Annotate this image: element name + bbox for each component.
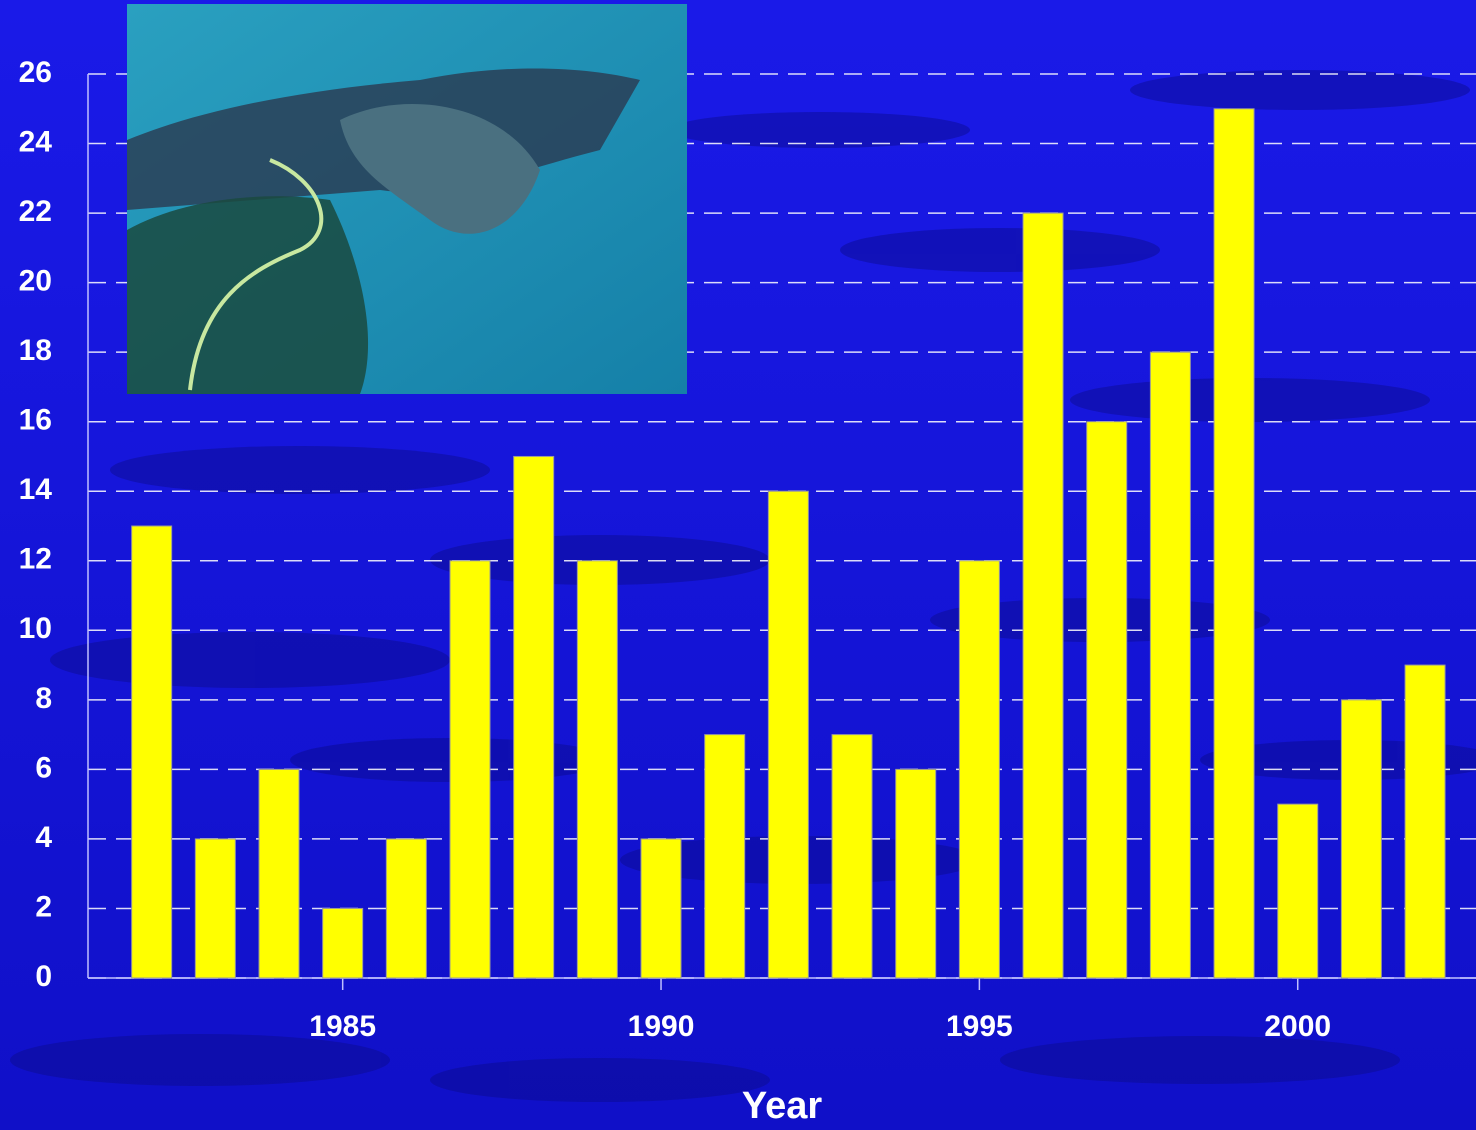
- x-tick-label: 1995: [946, 1010, 1013, 1043]
- bar: [831, 734, 873, 979]
- y-tick-label: 2: [35, 890, 52, 923]
- y-tick-label: 26: [19, 56, 52, 89]
- bar: [1404, 664, 1446, 979]
- x-tick-label: 1985: [309, 1010, 376, 1043]
- bar: [322, 907, 364, 979]
- bar: [385, 838, 427, 979]
- y-tick-label: 20: [19, 265, 52, 298]
- x-axis-label: Year: [742, 1085, 823, 1127]
- y-tick-label: 24: [19, 125, 53, 158]
- y-tick-label: 18: [19, 334, 52, 367]
- inset-photo: [127, 4, 687, 394]
- y-tick-label: 6: [35, 751, 52, 784]
- y-tick-label: 22: [19, 195, 52, 228]
- y-tick-label: 14: [19, 473, 53, 506]
- bar: [1149, 351, 1191, 979]
- bar: [895, 768, 937, 979]
- bar: [704, 734, 746, 979]
- bar: [767, 490, 809, 979]
- bar: [1022, 212, 1064, 979]
- bar: [576, 560, 618, 979]
- bar: [449, 560, 491, 979]
- x-tick-label: 1990: [628, 1010, 695, 1043]
- bar: [1213, 108, 1255, 979]
- bar: [640, 838, 682, 979]
- bar: [958, 560, 1000, 979]
- y-tick-label: 10: [19, 612, 52, 645]
- bar: [513, 455, 555, 979]
- y-tick-label: 12: [19, 543, 52, 576]
- y-tick-label: 0: [35, 960, 52, 993]
- y-tick-label: 16: [19, 404, 52, 437]
- bar: [1277, 803, 1319, 979]
- bar: [131, 525, 173, 979]
- bar: [194, 838, 236, 979]
- y-tick-label: 8: [35, 682, 52, 715]
- bar: [258, 768, 300, 979]
- y-tick-label: 4: [35, 821, 52, 854]
- bar: [1086, 421, 1128, 979]
- bar: [1340, 699, 1382, 979]
- x-tick-label: 2000: [1264, 1010, 1331, 1043]
